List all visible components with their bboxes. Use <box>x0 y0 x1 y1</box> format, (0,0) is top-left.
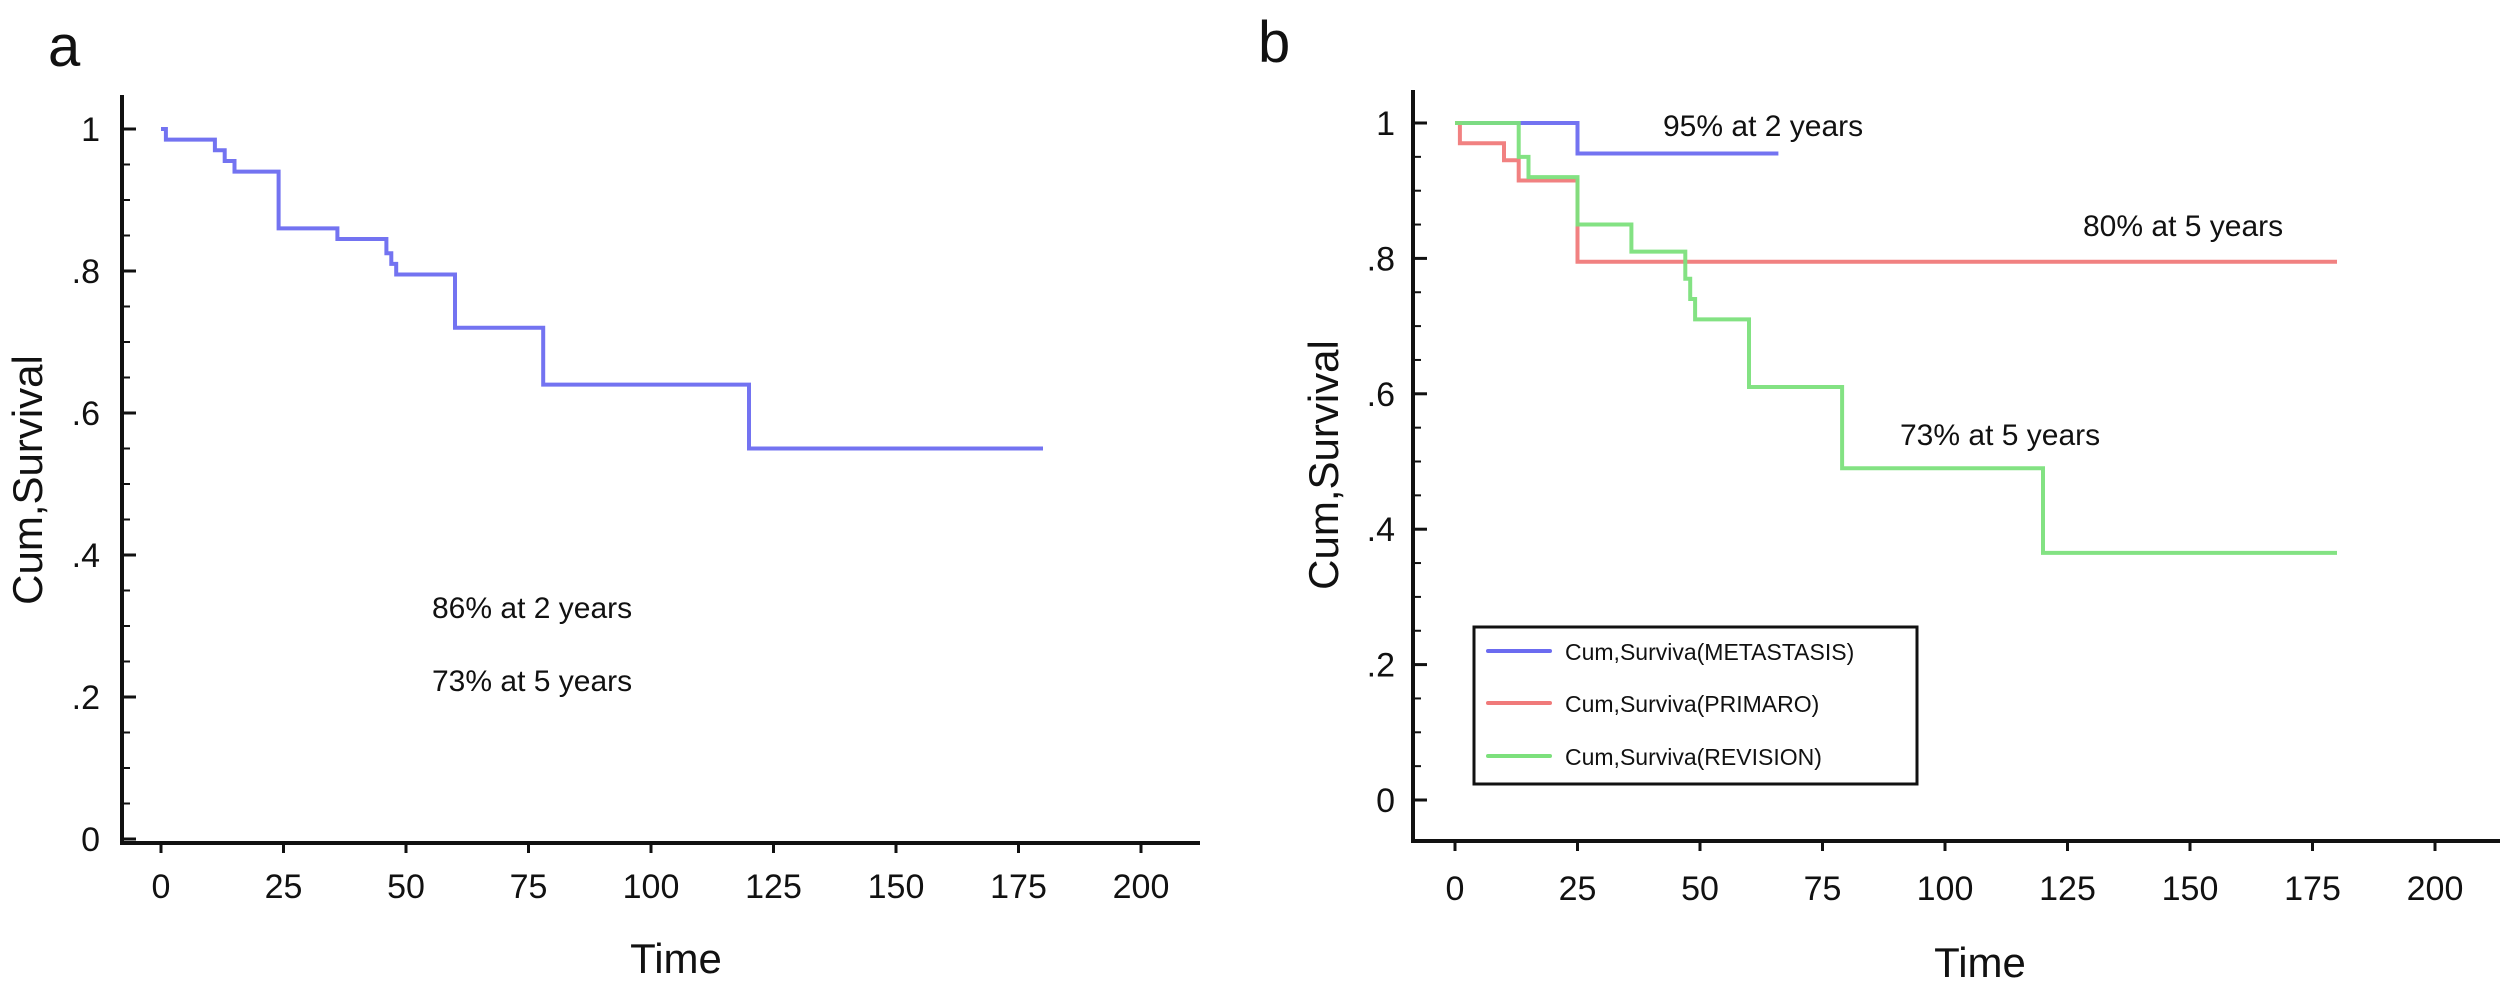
panel-b-letter: b <box>1258 10 1290 75</box>
panel-a-annotation-2yr: 86% at 2 years <box>432 592 632 625</box>
panel-a-y-tick-label: .8 <box>72 253 100 291</box>
panel-b-y-tick-label: 0 <box>1376 782 1395 820</box>
panel-b: b 0 .2 .4 .6 .8 1 0 25 50 75 100 125 150 175 200 Cum,… <box>1258 10 2500 986</box>
panel-a-y-axis-title: Cum,Survival <box>4 355 51 605</box>
panel-b-x-tick-label: 75 <box>1804 870 1842 908</box>
panel-b-x-tick-label: 50 <box>1681 870 1719 908</box>
panel-a-y-ticks: 0 .2 .4 .6 .8 1 <box>72 111 136 859</box>
panel-a-series <box>161 127 1043 451</box>
panel-a-x-tick-label: 200 <box>1113 868 1170 906</box>
panel-b-series <box>1455 121 2337 555</box>
panel-a-x-tick-label: 175 <box>990 868 1047 906</box>
panel-a-x-tick-label: 150 <box>868 868 925 906</box>
panel-b-x-tick-label: 100 <box>1917 870 1974 908</box>
panel-b-x-axis-title: Time <box>1934 939 2026 986</box>
panel-b-y-tick-label: .8 <box>1367 240 1395 278</box>
panel-b-y-tick-label: .6 <box>1367 376 1395 414</box>
panel-a-y-tick-label: 0 <box>81 821 100 859</box>
panel-b-x-tick-label: 25 <box>1559 870 1597 908</box>
panel-b-x-tick-label: 200 <box>2407 870 2464 908</box>
panel-b-y-axis-title: Cum,Survival <box>1300 340 1347 590</box>
panel-b-x-tick-label: 0 <box>1446 870 1465 908</box>
panel-b-y-ticks: 0 .2 .4 .6 .8 1 <box>1367 105 1427 820</box>
panel-b-y-tick-label: .4 <box>1367 511 1395 549</box>
panel-a-x-tick-label: 125 <box>745 868 802 906</box>
panel-a: a 0 .2 .4 .6 .8 1 0 25 50 75 100 125 150 175 200 Cum,… <box>4 14 1200 982</box>
panel-a-x-ticks: 0 25 50 75 100 125 150 175 200 <box>152 843 1170 906</box>
panel-a-y-tick-label: 1 <box>81 111 100 149</box>
panel-b-y-tick-label: 1 <box>1376 105 1395 143</box>
panel-a-y-tick-label: .2 <box>72 679 100 717</box>
panel-b-annotation-primaro: 80% at 5 years <box>2083 210 2283 243</box>
panel-b-series-revision-line <box>1455 121 2337 555</box>
panel-a-x-tick-label: 0 <box>152 868 171 906</box>
legend-label-primaro: Cum,Surviva(PRIMARO) <box>1565 691 1819 717</box>
legend-label-metastasis: Cum,Surviva(METASTASIS) <box>1565 639 1854 665</box>
panel-a-x-tick-label: 50 <box>387 868 425 906</box>
panel-a-y-tick-label: .6 <box>72 395 100 433</box>
panel-b-y-tick-label: .2 <box>1367 647 1395 685</box>
panel-b-x-tick-label: 150 <box>2162 870 2219 908</box>
panel-a-annotation-5yr: 73% at 5 years <box>432 665 632 698</box>
panel-b-x-tick-label: 125 <box>2039 870 2096 908</box>
panel-b-legend: Cum,Surviva(METASTASIS) Cum,Surviva(PRIM… <box>1472 625 1919 786</box>
panel-a-series-survival-line <box>161 127 1043 451</box>
panel-a-x-tick-label: 75 <box>510 868 548 906</box>
panel-a-letter: a <box>48 14 81 79</box>
panel-b-x-tick-label: 175 <box>2284 870 2341 908</box>
panel-a-y-tick-label: .4 <box>72 537 100 575</box>
panel-a-x-tick-label: 100 <box>623 868 680 906</box>
panel-b-annotation-metastasis: 95% at 2 years <box>1663 110 1863 143</box>
legend-label-revision: Cum,Surviva(REVISION) <box>1565 744 1822 770</box>
panel-b-x-ticks: 0 25 50 75 100 125 150 175 200 <box>1446 841 2464 908</box>
panel-b-annotation-revision: 73% at 5 years <box>1900 419 2100 452</box>
panel-a-x-tick-label: 25 <box>265 868 303 906</box>
panel-a-x-axis-title: Time <box>630 935 722 982</box>
